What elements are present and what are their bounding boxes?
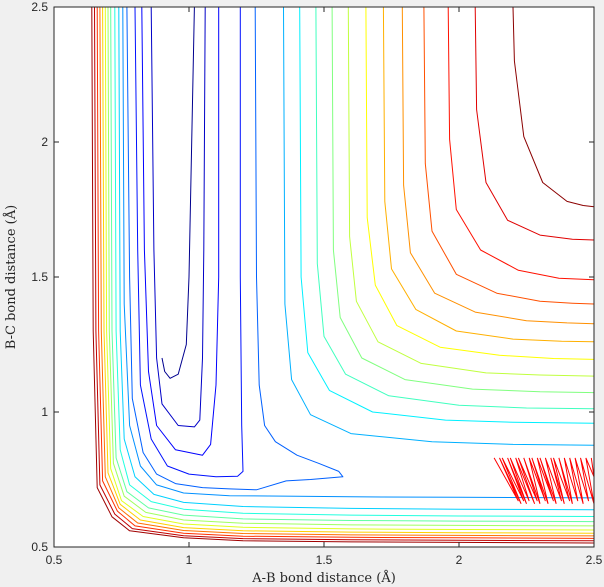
x-axis-ticks: 0.5 1 1.5 2 2.5 [46,7,603,567]
contour-line-13 [331,6,595,394]
contour-line-20 [401,6,595,325]
contour-line-15 [347,6,595,377]
contour-line-18 [102,6,595,534]
contour-line-17 [365,6,595,360]
contour-line-6 [122,6,595,499]
contour-line-24 [447,6,595,281]
contour-line-5 [126,6,344,491]
contour-line-25 [474,6,595,241]
contour-line-1 [161,6,195,379]
y-axis-ticks: 0.5 1 1.5 2 2.5 [31,0,594,554]
contour-line-22 [423,6,595,305]
contour-line-11 [315,6,595,410]
x-tick-label: 1 [186,553,193,567]
y-tick-label: 2.5 [31,0,48,14]
x-tick-label: 0.5 [46,553,63,567]
x-tick-label: 1.5 [316,553,333,567]
x-axis-label: A-B bond distance (Å) [251,570,396,586]
contour-line-14 [107,6,595,527]
contour-lines [91,6,595,544]
y-axis-label: B-C bond distance (Å) [3,205,19,349]
plot-area-background [54,7,594,547]
contour-line-7 [283,6,595,446]
y-tick-label: 0.5 [31,540,48,554]
contour-line-3 [141,6,220,456]
contour-line-12 [110,6,595,523]
y-tick-label: 1.5 [31,270,48,284]
x-tick-label: 2.5 [586,553,603,567]
contour-line-8 [118,6,595,511]
contour-line-28 [512,6,595,208]
contour-line-2 [150,6,206,428]
contour-line-26 [94,6,595,542]
contour-line-27 [91,6,595,544]
contour-line-21 [99,6,595,537]
contour-line-4 [134,6,244,478]
x-tick-label: 2 [456,553,463,567]
contour-line-23 [96,6,595,539]
y-tick-label: 2 [41,135,48,149]
y-tick-label: 1 [41,405,48,419]
trajectory-line [493,457,595,505]
contour-line-19 [382,6,595,343]
contour-line-9 [299,6,595,424]
contour-line-10 [114,6,595,517]
contour-line-16 [104,6,595,531]
trajectory [493,457,595,505]
